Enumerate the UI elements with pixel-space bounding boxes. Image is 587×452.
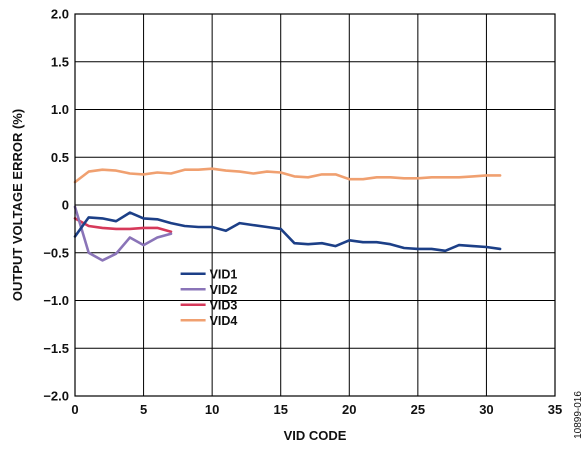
grid-lines <box>74 13 556 397</box>
series-lines <box>73 167 502 262</box>
x-tick-label: 15 <box>273 402 287 417</box>
figure-id-label: 10899-016 <box>573 391 584 439</box>
x-axis-label: VID CODE <box>284 428 347 443</box>
y-tick-label: 0 <box>62 198 69 213</box>
legend-label-vid1: VID1 <box>210 267 238 281</box>
y-tick-label: 2.0 <box>51 7 69 22</box>
y-tick-label: −1.0 <box>43 293 69 308</box>
legend-label-vid4: VID4 <box>210 314 238 328</box>
x-tick-label: 25 <box>411 402 425 417</box>
y-axis-label: OUTPUT VOLTAGE ERROR (%) <box>10 109 25 301</box>
x-tick-label: 5 <box>140 402 147 417</box>
series-line-vid4 <box>73 167 502 184</box>
y-tick-label: 1.5 <box>51 54 69 69</box>
x-tick-label: 10 <box>205 402 219 417</box>
y-tick-label: −0.5 <box>43 245 69 260</box>
legend-label-vid3: VID3 <box>210 298 238 312</box>
x-tick-label: 20 <box>342 402 356 417</box>
x-tick-label: 35 <box>548 402 562 417</box>
x-tick-labels: 0 5 10 15 20 25 30 35 <box>71 402 562 417</box>
legend-label-vid2: VID2 <box>210 283 238 297</box>
x-tick-label: 0 <box>71 402 78 417</box>
series-line-vid3 <box>73 217 173 233</box>
y-tick-label: 1.0 <box>51 102 69 117</box>
y-tick-labels: 2.0 1.5 1.0 0.5 0 −0.5 −1.0 −1.5 −2.0 <box>43 7 69 404</box>
y-tick-label: −1.5 <box>43 341 69 356</box>
y-tick-label: −2.0 <box>43 389 69 404</box>
plot-frame <box>74 13 556 397</box>
series-line-vid2 <box>73 205 173 262</box>
series-line-vid1 <box>73 211 502 253</box>
x-tick-label: 30 <box>479 402 493 417</box>
y-tick-label: 0.5 <box>51 150 69 165</box>
